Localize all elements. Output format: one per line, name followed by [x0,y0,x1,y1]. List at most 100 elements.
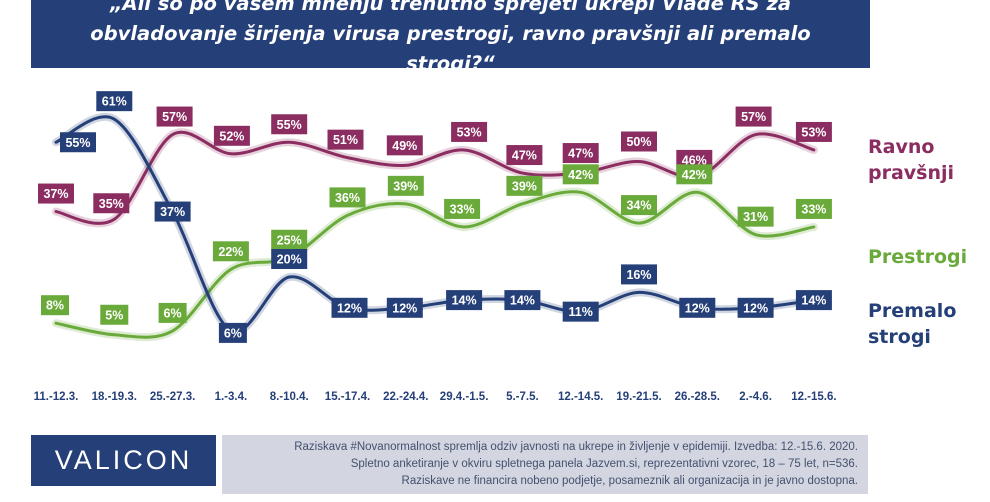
x-tick-label: 19.-21.5. [616,391,661,403]
svg-text:51%: 51% [333,133,358,147]
data-label: 5% [100,304,129,325]
svg-text:42%: 42% [568,168,593,182]
svg-text:16%: 16% [626,268,651,282]
svg-text:34%: 34% [626,199,651,213]
x-tick-label: 8.-10.4. [270,391,309,403]
data-label: 53% [795,121,832,142]
data-label: 31% [737,206,774,227]
svg-text:6%: 6% [164,306,182,320]
footnote-box: Raziskava #Novanormalnost spremlja odziv… [222,435,868,494]
data-label: 14% [504,290,541,311]
svg-text:5%: 5% [105,308,123,322]
svg-text:33%: 33% [801,202,826,216]
legend-prestrogi-text: Prestrogi [868,246,968,268]
svg-text:22%: 22% [218,245,243,259]
chart-title-banner: „Ali so po vašem mnenju trenutno sprejet… [31,0,870,75]
data-label: 25% [271,229,308,250]
data-label: 55% [60,132,96,153]
x-tick-label: 12.-14.5. [558,391,603,403]
legend-ravno-pravsnji: Ravno pravšnji [868,134,954,186]
data-label: 52% [213,125,250,146]
data-label: 57% [735,106,772,127]
svg-text:39%: 39% [512,179,537,193]
svg-text:49%: 49% [392,139,417,153]
legend-premalo-strogi: Premalo strogi [868,298,956,350]
line-chart: 11.-12.3. 18.-19.3. 25.-27.3. 1.-3.4. 8.-10.… [34,91,837,403]
data-label: 51% [327,129,364,150]
data-label: 50% [621,131,657,152]
data-label: 57% [156,106,193,127]
svg-text:6%: 6% [224,326,242,340]
data-label: 53% [451,121,488,142]
svg-text:8%: 8% [46,299,64,313]
legend-premalo-line1: Premalo [868,300,957,322]
data-label: 11% [562,301,599,322]
x-tick-label: 18.-19.3. [92,391,137,403]
svg-text:35%: 35% [99,197,124,211]
data-label: 37% [154,201,191,222]
data-label: 33% [444,198,481,219]
svg-text:36%: 36% [335,191,360,205]
x-tick-label: 26.-28.5. [675,391,720,403]
data-label: 61% [96,91,133,112]
x-tick-label: 2.-4.6. [739,391,772,403]
x-tick-label: 25.-27.3. [150,391,195,403]
svg-text:25%: 25% [277,233,302,247]
svg-text:61%: 61% [102,95,127,109]
data-label: 34% [621,195,657,216]
svg-text:11%: 11% [569,305,593,319]
svg-text:53%: 53% [801,125,826,139]
data-label: 55% [271,114,308,135]
data-label: 37% [38,183,74,204]
svg-text:14%: 14% [452,294,477,308]
svg-text:39%: 39% [393,179,418,193]
svg-text:12%: 12% [337,301,362,315]
svg-text:12%: 12% [743,301,768,315]
svg-text:52%: 52% [219,129,244,143]
svg-text:47%: 47% [512,149,537,163]
svg-text:12%: 12% [392,301,417,315]
data-label: 14% [795,290,832,311]
x-tick-label: 11.-12.3. [34,391,79,403]
data-label: 47% [562,143,599,164]
svg-text:55%: 55% [65,136,90,150]
svg-text:37%: 37% [43,187,68,201]
footnote-line-1: Raziskava #Novanormalnost spremlja odziv… [294,441,858,453]
x-tick-label: 12.-15.6. [791,391,836,403]
data-label: 12% [331,297,368,318]
data-label: 6% [158,302,187,323]
svg-text:47%: 47% [568,147,593,161]
legend-prestrogi: Prestrogi [868,244,967,270]
legend-premalo-line2: strogi [868,326,931,348]
chart-title: „Ali so po vašem mnenju trenutno sprejet… [90,0,811,75]
data-label: 6% [218,322,247,343]
data-label: 14% [446,290,483,311]
svg-text:14%: 14% [801,294,826,308]
svg-text:57%: 57% [162,110,187,124]
data-label: 42% [676,164,713,185]
svg-text:55%: 55% [277,118,302,132]
data-label: 35% [93,193,130,214]
valicon-logo: VALICON [31,435,216,486]
svg-text:12%: 12% [685,301,710,315]
svg-text:53%: 53% [457,125,482,139]
footnote-line-3: Raziskave ne financira nobeno podjetje, … [401,475,858,487]
data-label: 47% [506,145,543,166]
data-label: 12% [386,297,423,318]
data-label: 8% [41,295,69,316]
legend-ravno-line1: Ravno [868,136,935,158]
x-tick-label: 29.4.-1.5. [440,391,489,403]
x-tick-label: 15.-17.4. [325,391,370,403]
data-label: 20% [271,249,308,269]
footnote-line-2: Spletno anketiranje v okviru spletnega p… [350,458,858,470]
data-label: 42% [562,164,599,185]
data-label: 33% [795,198,832,219]
x-tick-label: 22.-24.4. [383,391,428,403]
data-label: 39% [506,175,543,196]
data-label: 49% [386,135,423,156]
svg-text:20%: 20% [277,253,302,267]
svg-text:42%: 42% [682,168,707,182]
svg-text:31%: 31% [743,210,768,224]
svg-text:33%: 33% [450,202,475,216]
svg-text:14%: 14% [510,294,535,308]
